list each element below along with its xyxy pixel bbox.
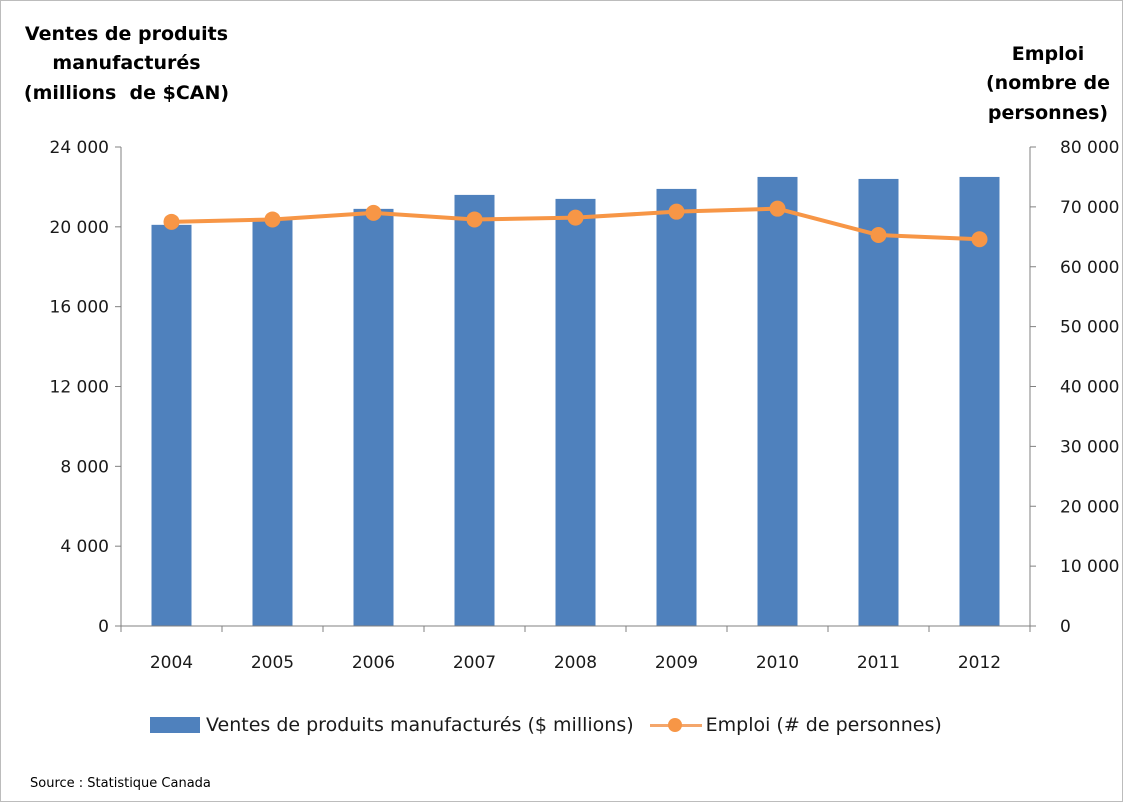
legend-line-swatch <box>649 717 702 733</box>
employment-point-2007 <box>466 211 483 228</box>
right-tick-label: 80 000 <box>1060 138 1119 158</box>
right-axis-title-line-2: (nombre de <box>985 72 1111 95</box>
left-tick-label: 0 <box>98 617 109 637</box>
x-tick-label: 2008 <box>554 653 597 673</box>
right-tick-label: 10 000 <box>1060 557 1119 577</box>
bar-2007 <box>454 194 495 626</box>
bar-2010 <box>757 176 798 626</box>
left-tick-label: 16 000 <box>50 298 109 318</box>
right-axis-title-line-3: personnes) <box>987 101 1109 124</box>
bar-2004 <box>151 224 192 626</box>
legend-bar-label: Ventes de produits manufacturés ($ milli… <box>206 714 634 736</box>
right-axis-title: Emploi (nombre de personnes) <box>972 40 1124 128</box>
right-tick-label: 50 000 <box>1060 318 1119 338</box>
x-tick-label: 2011 <box>857 653 900 673</box>
x-tick-label: 2004 <box>150 653 193 673</box>
left-axis-title-line-1: Ventes de produits <box>24 23 229 45</box>
bar-2005 <box>252 218 293 626</box>
right-tick-label: 0 <box>1060 617 1071 637</box>
right-tick-label: 40 000 <box>1060 378 1119 398</box>
bar-2008 <box>555 198 596 626</box>
legend-bar-swatch <box>150 717 200 733</box>
right-tick-label: 30 000 <box>1060 437 1119 457</box>
source-note: Source : Statistique Canada <box>30 776 211 791</box>
right-tick-label: 70 000 <box>1060 198 1119 218</box>
left-tick-label: 8 000 <box>60 457 109 477</box>
employment-point-2008 <box>567 209 584 226</box>
employment-point-2009 <box>668 203 685 220</box>
employment-point-2011 <box>870 227 887 244</box>
left-tick-label: 24 000 <box>50 138 109 158</box>
left-tick-label: 12 000 <box>50 378 109 398</box>
left-tick-label: 20 000 <box>50 218 109 238</box>
x-tick-label: 2010 <box>756 653 799 673</box>
legend: Ventes de produits manufacturés ($ milli… <box>150 710 942 740</box>
employment-point-2004 <box>163 213 180 230</box>
right-tick-label: 20 000 <box>1060 497 1119 517</box>
employment-point-2006 <box>365 204 382 221</box>
x-tick-label: 2006 <box>352 653 395 673</box>
right-axis-title-line-1: Emploi <box>1011 43 1085 65</box>
x-tick-label: 2012 <box>958 653 1001 673</box>
legend-line-label: Emploi (# de personnes) <box>705 714 942 736</box>
x-tick-label: 2007 <box>453 653 496 673</box>
bar-2012 <box>959 176 1000 626</box>
left-axis-title-line-2: manufacturés <box>52 52 201 75</box>
bar-2006 <box>353 208 394 626</box>
employment-point-2012 <box>971 231 988 248</box>
left-axis-title: Ventes de produits manufacturés (million… <box>14 20 239 108</box>
bar-2011 <box>858 178 899 626</box>
employment-point-2010 <box>769 200 786 217</box>
employment-point-2005 <box>264 211 281 228</box>
bar-2009 <box>656 188 697 626</box>
left-tick-label: 4 000 <box>60 537 109 557</box>
x-tick-label: 2009 <box>655 653 698 673</box>
left-axis-title-line-3: (millions de $CAN) <box>23 81 230 104</box>
right-tick-label: 60 000 <box>1060 258 1119 278</box>
x-tick-label: 2005 <box>251 653 294 673</box>
